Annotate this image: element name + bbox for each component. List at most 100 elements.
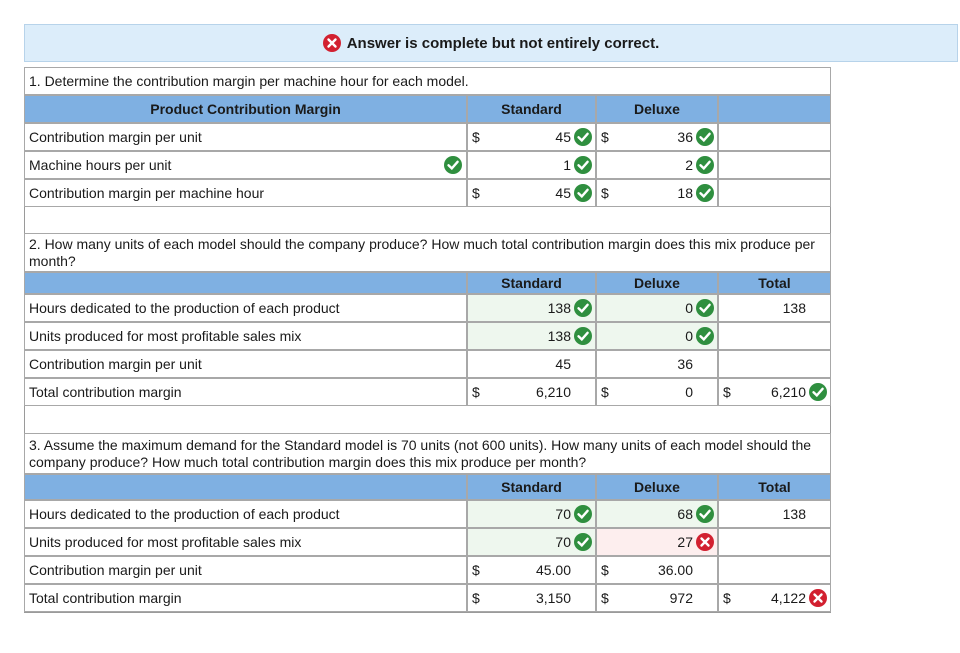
column-header <box>24 474 467 500</box>
row-label: Total contribution margin <box>29 590 182 606</box>
check-icon <box>574 184 592 202</box>
currency-sign: $ <box>472 129 480 145</box>
status-slot <box>693 299 717 317</box>
value-cell <box>718 528 831 556</box>
row-label: Contribution margin per machine hour <box>29 185 265 201</box>
status-slot <box>571 533 595 551</box>
status-slot <box>693 533 717 551</box>
value-cell <box>718 556 831 584</box>
currency-sign: $ <box>472 562 480 578</box>
cell-value: 45 <box>555 129 571 145</box>
check-icon <box>696 505 714 523</box>
value-cell: 138 <box>467 322 596 350</box>
cell-value: 6,210 <box>770 384 806 400</box>
status-slot <box>693 128 717 146</box>
row-label: Contribution margin per unit <box>29 129 202 145</box>
status-slot <box>571 327 595 345</box>
value-cell: $972 <box>596 584 718 612</box>
question-prompt: 2. How many units of each model should t… <box>24 233 831 272</box>
value-cell: 138 <box>718 294 831 322</box>
check-icon <box>574 505 592 523</box>
check-icon <box>696 299 714 317</box>
value-cell: 1 <box>467 151 596 179</box>
error-icon <box>809 589 827 607</box>
cell-value: 18 <box>677 185 693 201</box>
currency-sign: $ <box>723 590 731 606</box>
check-icon <box>809 383 827 401</box>
value-cell: $36 <box>596 123 718 151</box>
value-cell: 36 <box>596 350 718 378</box>
value-cell: $3,150 <box>467 584 596 612</box>
value-cell: 138 <box>467 294 596 322</box>
value-cell: $6,210 <box>718 378 831 406</box>
column-header: Total <box>718 474 831 500</box>
cell-value: 70 <box>555 506 571 522</box>
result-banner: Answer is complete but not entirely corr… <box>24 24 958 62</box>
error-icon <box>322 34 341 52</box>
cell-value: 6,210 <box>535 384 571 400</box>
value-cell: 27 <box>596 528 718 556</box>
column-header: Standard <box>467 474 596 500</box>
row-label: Hours dedicated to the production of eac… <box>29 506 340 522</box>
row-label: Contribution margin per unit <box>29 562 202 578</box>
column-header: Deluxe <box>596 95 718 123</box>
cell-value: 138 <box>547 300 571 316</box>
status-slot <box>806 589 830 607</box>
row-label: Hours dedicated to the production of eac… <box>29 300 340 316</box>
value-cell <box>718 322 831 350</box>
cell-value: 36.00 <box>657 562 693 578</box>
value-cell: $45.00 <box>467 556 596 584</box>
status-slot <box>571 184 595 202</box>
value-cell: 45 <box>467 350 596 378</box>
currency-sign: $ <box>472 185 480 201</box>
value-cell: $4,122 <box>718 584 831 612</box>
check-icon <box>574 327 592 345</box>
row-label-cell: Hours dedicated to the production of eac… <box>24 294 467 322</box>
column-header: Deluxe <box>596 474 718 500</box>
cell-value: 1 <box>563 157 571 173</box>
cell-value: 45.00 <box>535 562 571 578</box>
row-label-cell: Contribution margin per machine hour <box>24 179 467 207</box>
check-icon <box>696 128 714 146</box>
row-label-cell: Machine hours per unit <box>24 151 467 179</box>
value-cell: $45 <box>467 179 596 207</box>
status-slot <box>571 505 595 523</box>
cell-value: 68 <box>677 506 693 522</box>
question-prompt: 3. Assume the maximum demand for the Sta… <box>24 433 831 474</box>
row-label: Contribution margin per unit <box>29 356 202 372</box>
value-cell <box>718 123 831 151</box>
status-slot <box>571 156 595 174</box>
check-icon <box>696 156 714 174</box>
value-cell: $0 <box>596 378 718 406</box>
cell-value: 0 <box>685 384 693 400</box>
cell-value: 36 <box>677 129 693 145</box>
cell-value: 0 <box>685 328 693 344</box>
column-header: Standard <box>467 272 596 294</box>
row-label-cell: Contribution margin per unit <box>24 350 467 378</box>
status-slot <box>693 505 717 523</box>
status-slot <box>571 128 595 146</box>
status-slot <box>806 383 830 401</box>
value-cell: $36.00 <box>596 556 718 584</box>
check-icon <box>696 327 714 345</box>
value-cell <box>718 151 831 179</box>
currency-sign: $ <box>472 384 480 400</box>
column-header: Standard <box>467 95 596 123</box>
check-icon <box>574 128 592 146</box>
value-cell <box>718 350 831 378</box>
status-slot <box>693 327 717 345</box>
value-cell <box>718 179 831 207</box>
check-icon <box>574 533 592 551</box>
check-icon <box>574 299 592 317</box>
currency-sign: $ <box>601 590 609 606</box>
value-cell: $45 <box>467 123 596 151</box>
row-label-cell: Units produced for most profitable sales… <box>24 528 467 556</box>
column-header: Deluxe <box>596 272 718 294</box>
check-icon <box>696 184 714 202</box>
row-label-cell: Total contribution margin <box>24 378 467 406</box>
row-label-cell: Total contribution margin <box>24 584 467 612</box>
cell-value: 45 <box>555 185 571 201</box>
row-label-cell: Hours dedicated to the production of eac… <box>24 500 467 528</box>
value-cell: $18 <box>596 179 718 207</box>
value-cell: 70 <box>467 500 596 528</box>
